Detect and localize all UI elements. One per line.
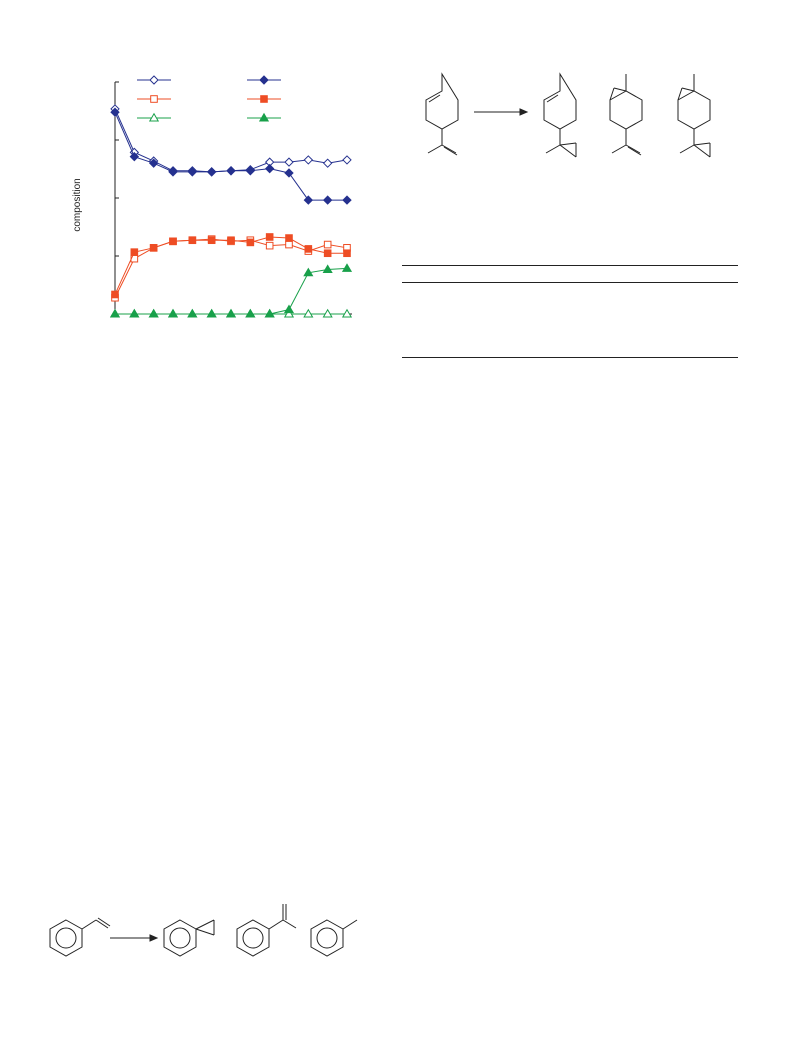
series-3-point-0	[111, 290, 119, 299]
series-1-point-12	[342, 195, 352, 205]
legend-entry-3	[247, 95, 281, 103]
series-5-point-2	[148, 308, 159, 318]
chart-series	[109, 104, 353, 318]
table-bottom-rule	[402, 357, 738, 358]
series-3-point-1	[130, 248, 139, 256]
series-0-point-10	[303, 155, 314, 165]
product-toluene	[310, 919, 358, 957]
table-header-rule	[402, 282, 738, 283]
series-1-point-3	[168, 167, 178, 177]
series-3-point-7	[246, 238, 255, 247]
product-bis-cyclopropane	[677, 74, 711, 158]
series-1-point-2	[148, 158, 159, 168]
series-1-point-0	[110, 107, 120, 117]
legend-entry-2	[137, 95, 171, 103]
series-3-point-4	[188, 236, 197, 245]
series-3-point-5	[207, 236, 216, 245]
series-1-point-5	[206, 167, 217, 177]
series-1-point-6	[226, 166, 236, 176]
series-1	[110, 107, 352, 205]
series-1-point-1	[129, 151, 140, 162]
series-0-point-11	[322, 158, 333, 168]
product-phenylcyclopropane	[163, 919, 215, 957]
legend-marker-0	[149, 75, 159, 85]
series-3-line	[114, 236, 347, 295]
series-4-point-11	[322, 308, 333, 318]
series-5-point-10	[303, 267, 314, 277]
series-1-point-8	[264, 163, 275, 174]
legend-entry-5	[247, 112, 281, 122]
product-alpha-methylstyrene	[236, 904, 297, 957]
series-1-point-7	[245, 166, 256, 176]
y-axis-label: composition	[72, 178, 83, 231]
series-5-point-5	[206, 308, 217, 318]
chart-axes	[114, 81, 352, 315]
series-1-point-4	[187, 167, 198, 177]
series-1-point-9	[284, 168, 294, 178]
series-1-point-10	[303, 195, 314, 205]
series-3-point-6	[227, 236, 235, 245]
legend-entry-1	[247, 75, 281, 85]
series-2-line	[114, 238, 348, 298]
styrene-reaction-scheme	[49, 904, 358, 957]
legend-marker-2	[150, 95, 158, 103]
limonene-reaction-scheme	[425, 72, 711, 158]
series-5-point-9	[283, 304, 295, 314]
series-5-point-8	[264, 308, 275, 318]
table-top-rule	[402, 265, 738, 266]
series-5-point-0	[109, 308, 121, 318]
legend-entry-4	[137, 112, 171, 122]
legend-entry-0	[137, 75, 171, 85]
series-3	[111, 233, 351, 299]
series-2-point-9	[285, 240, 293, 249]
series-2	[111, 235, 351, 302]
legend-marker-5	[258, 112, 270, 122]
series-5	[109, 263, 353, 318]
series-5-point-1	[129, 308, 140, 318]
series-3-point-10	[304, 245, 313, 253]
series-1-line	[114, 111, 347, 201]
series-4-point-10	[303, 308, 314, 318]
series-3-point-8	[265, 233, 274, 241]
series-5-point-7	[245, 308, 256, 318]
limonene-structure	[425, 72, 459, 156]
series-0-point-9	[284, 157, 294, 167]
series-3-point-3	[169, 237, 177, 246]
series-0-point-12	[342, 155, 352, 165]
reaction-arrow-2	[110, 934, 159, 942]
series-2-point-11	[323, 240, 332, 249]
series-5-point-12	[341, 263, 353, 272]
series-3-point-2	[149, 244, 158, 252]
product-cyclopropane-ring-retained-alkene	[543, 72, 577, 158]
series-4-point-12	[341, 308, 353, 318]
reaction-arrow	[474, 108, 529, 116]
styrene-structure	[49, 917, 111, 957]
legend-marker-1	[259, 75, 269, 85]
series-3-point-9	[285, 234, 293, 242]
series-4-point-9	[283, 308, 295, 318]
series-5-point-6	[225, 308, 237, 318]
series-3-point-12	[343, 249, 351, 258]
series-0	[110, 104, 352, 177]
series-1-point-11	[322, 195, 333, 205]
series-5-point-3	[167, 308, 179, 318]
series-5-point-4	[187, 308, 198, 318]
chart-legend	[137, 75, 281, 122]
legend-marker-4	[148, 112, 160, 122]
series-5-point-11	[322, 264, 333, 274]
series-2-point-8	[265, 241, 274, 250]
product-ring-cyclopropanated	[609, 74, 643, 156]
series-3-point-11	[323, 249, 332, 258]
legend-marker-3	[260, 95, 268, 103]
